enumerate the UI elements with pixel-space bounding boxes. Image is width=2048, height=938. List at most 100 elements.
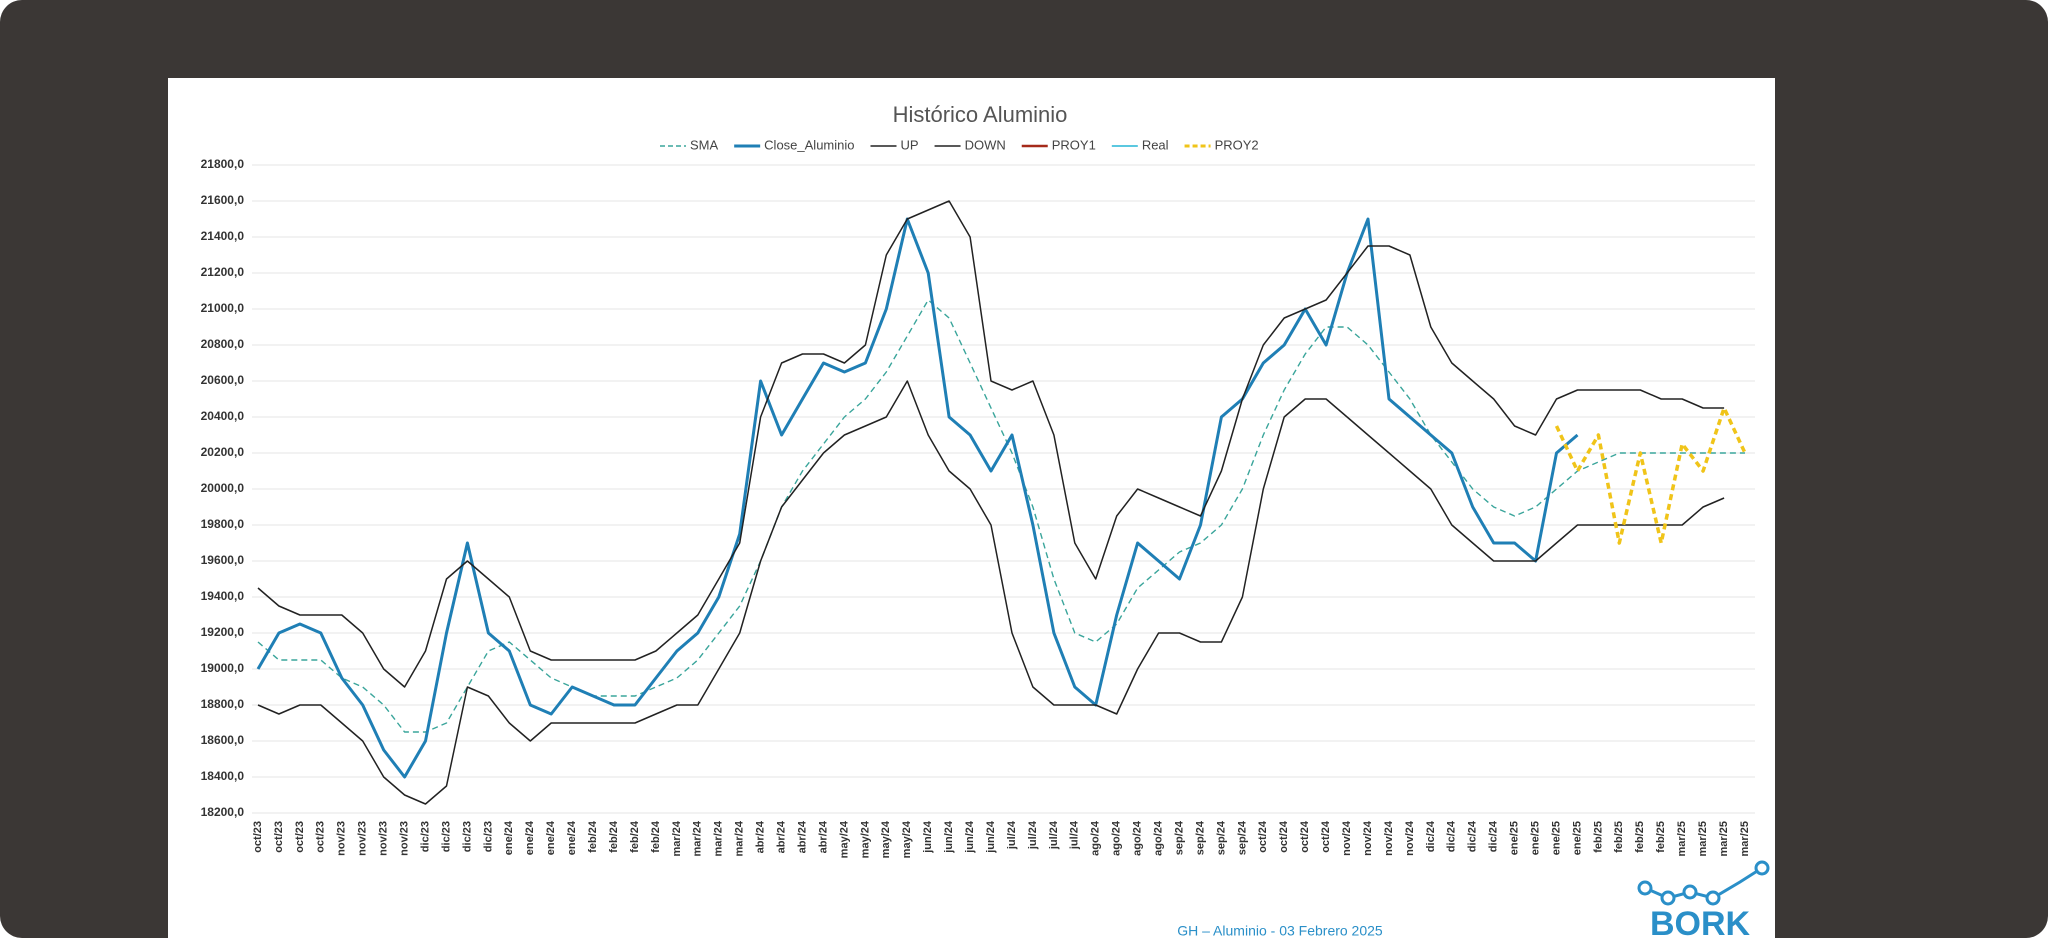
- x-tick-label: nov/24: [1362, 820, 1374, 856]
- y-tick-label: 18600,0: [201, 733, 245, 747]
- x-tick-label: feb/24: [587, 820, 599, 853]
- legend-label: SMA: [690, 137, 719, 152]
- y-tick-label: 19200,0: [201, 625, 245, 639]
- x-tick-label: dic/24: [1425, 820, 1437, 852]
- x-tick-label: mar/25: [1718, 821, 1730, 856]
- x-tick-label: ago/24: [1132, 820, 1144, 856]
- x-tick-label: sep/24: [1194, 820, 1206, 855]
- x-tick-label: sep/24: [1236, 820, 1248, 855]
- x-tick-label: mar/25: [1739, 821, 1751, 856]
- series-line: [256, 217, 1579, 779]
- x-tick-label: mar/25: [1676, 821, 1688, 856]
- x-tick-label: ene/24: [524, 820, 536, 855]
- logo-icon: [1637, 860, 1770, 906]
- x-tick-label: oct/23: [294, 821, 306, 853]
- x-tick-label: sep/24: [1173, 820, 1185, 855]
- x-tick-label: feb/24: [608, 820, 620, 853]
- x-tick-label: oct/23: [273, 821, 285, 853]
- x-tick-label: dic/24: [1446, 820, 1458, 852]
- x-tick-label: ene/25: [1509, 821, 1521, 855]
- series-line: [1554, 406, 1747, 545]
- x-tick-label: oct/24: [1299, 820, 1311, 853]
- x-tick-label: nov/23: [357, 821, 369, 856]
- y-tick-label: 18400,0: [201, 769, 245, 783]
- x-tick-label: feb/25: [1634, 821, 1646, 853]
- x-tick-label: sep/24: [1215, 820, 1227, 855]
- x-tick-label: may/24: [880, 820, 892, 858]
- x-tick-label: dic/23: [482, 821, 494, 852]
- y-tick-label: 19600,0: [201, 553, 245, 567]
- logo-text: BORK: [1650, 905, 1751, 938]
- y-tick-label: 21000,0: [201, 301, 245, 315]
- x-tick-label: mar/24: [692, 820, 704, 856]
- series-line: [257, 380, 1725, 805]
- legend-label: PROY1: [1052, 137, 1096, 152]
- x-tick-label: feb/25: [1655, 821, 1667, 853]
- x-tick-label: jul/24: [1027, 820, 1039, 850]
- x-tick-label: feb/24: [650, 820, 662, 853]
- y-tick-label: 21800,0: [201, 157, 245, 171]
- x-tick-label: feb/25: [1592, 821, 1604, 853]
- x-tick-label: ago/24: [1090, 820, 1102, 856]
- x-tick-label: oct/24: [1278, 820, 1290, 853]
- series-line: [257, 200, 1725, 688]
- y-tick-label: 20200,0: [201, 445, 245, 459]
- x-tick-label: oct/23: [315, 821, 327, 853]
- x-tick-label: nov/24: [1383, 820, 1395, 856]
- x-tick-label: ene/24: [503, 820, 515, 855]
- x-tick-label: nov/24: [1404, 820, 1416, 856]
- x-tick-label: dic/23: [461, 821, 473, 852]
- x-tick-label: dic/24: [1488, 820, 1500, 852]
- x-tick-label: dic/23: [419, 821, 431, 852]
- x-tick-label: oct/24: [1320, 820, 1332, 853]
- y-tick-label: 18800,0: [201, 697, 245, 711]
- x-tick-label: oct/24: [1257, 820, 1269, 853]
- y-tick-label: 19400,0: [201, 589, 245, 603]
- legend-label: DOWN: [965, 137, 1006, 152]
- x-tick-label: may/24: [859, 820, 871, 858]
- x-tick-label: abr/24: [775, 820, 787, 853]
- x-tick-label: dic/23: [440, 821, 452, 852]
- x-tick-label: mar/24: [713, 820, 725, 856]
- y-tick-label: 19800,0: [201, 517, 245, 531]
- x-tick-label: nov/23: [399, 821, 411, 856]
- x-tick-label: abr/24: [817, 820, 829, 853]
- x-tick-label: jun/24: [985, 820, 997, 854]
- y-tick-label: 19000,0: [201, 661, 245, 675]
- y-tick-label: 21400,0: [201, 229, 245, 243]
- x-tick-label: jul/24: [1048, 820, 1060, 850]
- x-tick-label: ene/25: [1529, 821, 1541, 855]
- x-tick-label: ene/24: [545, 820, 557, 855]
- x-tick-label: ene/25: [1571, 821, 1583, 855]
- x-tick-label: mar/24: [734, 820, 746, 856]
- y-tick-label: 20400,0: [201, 409, 245, 423]
- y-tick-label: 20800,0: [201, 337, 245, 351]
- x-tick-label: may/24: [901, 820, 913, 858]
- x-tick-label: ene/24: [566, 820, 578, 855]
- legend-label: PROY2: [1215, 137, 1259, 152]
- x-tick-label: ago/24: [1111, 820, 1123, 856]
- x-tick-label: feb/24: [629, 820, 641, 853]
- y-tick-label: 20600,0: [201, 373, 245, 387]
- x-tick-label: jun/24: [922, 820, 934, 854]
- x-tick-label: oct/23: [252, 821, 264, 853]
- x-tick-label: mar/25: [1697, 821, 1709, 856]
- y-tick-label: 18200,0: [201, 805, 245, 819]
- x-tick-label: abr/24: [796, 820, 808, 853]
- x-tick-label: ago/24: [1152, 820, 1164, 856]
- chart-panel: [168, 78, 1775, 938]
- x-tick-label: jun/24: [964, 820, 976, 854]
- series-line: [257, 299, 1745, 733]
- chart-title: Histórico Aluminio: [893, 102, 1068, 127]
- legend-label: UP: [901, 137, 919, 152]
- y-tick-label: 21200,0: [201, 265, 245, 279]
- x-tick-label: feb/25: [1613, 821, 1625, 853]
- legend-label: Close_Aluminio: [764, 137, 854, 152]
- y-tick-label: 20000,0: [201, 481, 245, 495]
- x-tick-label: ene/25: [1550, 821, 1562, 855]
- y-tick-label: 21600,0: [201, 193, 245, 207]
- x-tick-label: jul/24: [1006, 820, 1018, 850]
- x-tick-label: nov/23: [336, 821, 348, 856]
- x-tick-label: abr/24: [755, 820, 767, 853]
